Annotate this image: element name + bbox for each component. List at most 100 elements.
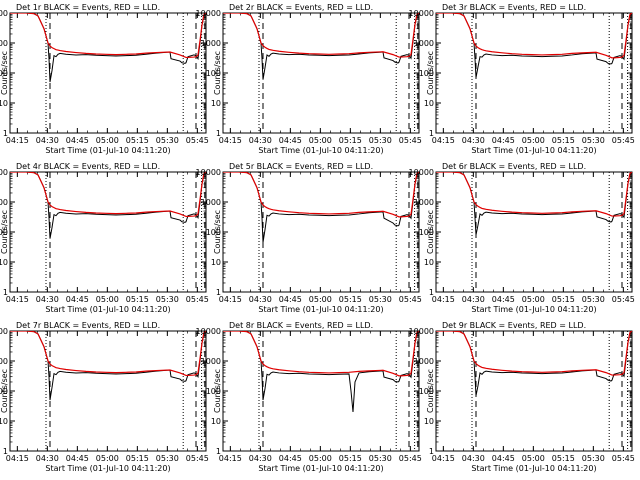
y-tick-label: 1000: [201, 357, 221, 366]
x-tick-label: 05:30: [369, 454, 392, 463]
x-tick-label: 04:30: [36, 454, 59, 463]
x-axis-label: Start Time (01-Jul-10 04:11:20): [258, 146, 383, 155]
x-tick-label: 04:45: [279, 136, 302, 145]
series-line-lld: [10, 13, 206, 59]
y-tick-label: 1: [429, 288, 434, 297]
x-tick-label: 05:15: [126, 295, 149, 304]
panel-title: Det 5r BLACK = Events, RED = LLD.: [229, 162, 373, 171]
series-line-events: [10, 13, 206, 83]
chart-panel-6: Det 6r BLACK = Events, RED = LLD. Counts/…: [409, 162, 635, 314]
x-tick-label: 04:15: [219, 136, 242, 145]
x-tick-label: 05:15: [339, 295, 362, 304]
x-axis-label: Start Time (01-Jul-10 04:11:20): [471, 146, 596, 155]
x-tick-label: 05:45: [399, 295, 422, 304]
y-tick-label: 10000: [409, 168, 434, 177]
plot-frame: [9, 12, 207, 134]
y-tick-label: 100: [419, 69, 434, 78]
x-tick-label: 04:15: [432, 136, 455, 145]
x-tick-label: 05:45: [612, 454, 635, 463]
y-axis-label: Counts/sec: [426, 369, 435, 413]
y-tick-label: 1000: [0, 39, 8, 48]
y-tick-label: 10: [424, 258, 434, 267]
x-tick-label: 04:45: [66, 295, 89, 304]
x-tick-label: 05:15: [552, 295, 575, 304]
y-tick-label: 10: [0, 258, 8, 267]
x-tick-label: 05:45: [399, 136, 422, 145]
panel-title: Det 7r BLACK = Events, RED = LLD.: [16, 321, 160, 330]
y-tick-label: 1: [3, 129, 8, 138]
y-axis-label: Counts/sec: [213, 51, 222, 95]
y-tick-label: 1: [3, 447, 8, 456]
x-tick-label: 04:45: [492, 454, 515, 463]
x-tick-label: 04:30: [462, 454, 485, 463]
y-tick-label: 100: [206, 228, 221, 237]
panel-title: Det 8r BLACK = Events, RED = LLD.: [229, 321, 373, 330]
x-tick-label: 04:15: [6, 454, 29, 463]
x-tick-label: 05:15: [339, 136, 362, 145]
x-tick-label: 04:15: [432, 454, 455, 463]
x-tick-label: 05:45: [612, 136, 635, 145]
x-tick-label: 04:15: [219, 295, 242, 304]
panel-title: Det 6r BLACK = Events, RED = LLD.: [442, 162, 586, 171]
y-tick-label: 10000: [196, 327, 221, 336]
x-tick-label: 05:15: [339, 454, 362, 463]
y-axis-label: Counts/sec: [426, 210, 435, 254]
x-tick-label: 05:30: [582, 454, 605, 463]
y-tick-label: 100: [0, 387, 8, 396]
x-tick-label: 05:45: [186, 136, 209, 145]
x-tick-label: 04:45: [492, 136, 515, 145]
x-tick-label: 05:45: [186, 454, 209, 463]
y-tick-label: 10000: [196, 168, 221, 177]
x-tick-label: 05:45: [186, 295, 209, 304]
plot-frame: [435, 12, 633, 134]
y-tick-label: 1000: [0, 357, 8, 366]
y-tick-label: 1: [429, 129, 434, 138]
y-tick-label: 1000: [414, 357, 434, 366]
x-tick-label: 04:15: [6, 295, 29, 304]
y-tick-label: 1: [429, 447, 434, 456]
x-tick-label: 05:00: [309, 295, 332, 304]
y-axis-label: Counts/sec: [213, 369, 222, 413]
x-tick-label: 04:15: [432, 295, 455, 304]
y-tick-label: 10: [211, 99, 221, 108]
y-tick-label: 100: [0, 69, 8, 78]
y-tick-label: 100: [206, 387, 221, 396]
series-line-events: [223, 172, 419, 243]
x-tick-label: 04:30: [249, 454, 272, 463]
x-tick-label: 05:15: [552, 454, 575, 463]
plot-frame: [9, 330, 207, 452]
x-tick-label: 05:15: [126, 136, 149, 145]
y-axis-label: Counts/sec: [0, 210, 9, 254]
series-line-events: [436, 172, 632, 236]
y-axis-label: Counts/sec: [426, 51, 435, 95]
y-tick-label: 1000: [0, 198, 8, 207]
panel-title: Det 9r BLACK = Events, RED = LLD.: [442, 321, 586, 330]
x-tick-label: 05:30: [156, 136, 179, 145]
y-tick-label: 10000: [0, 327, 8, 336]
y-axis-label: Counts/sec: [0, 51, 9, 95]
y-tick-label: 1: [216, 288, 221, 297]
series-line-events: [436, 13, 632, 78]
y-tick-label: 100: [206, 69, 221, 78]
x-tick-label: 04:45: [279, 454, 302, 463]
x-tick-label: 04:30: [36, 136, 59, 145]
x-axis-label: Start Time (01-Jul-10 04:11:20): [471, 464, 596, 473]
x-tick-label: 04:45: [279, 295, 302, 304]
y-tick-label: 10000: [409, 9, 434, 18]
y-tick-label: 10: [211, 417, 221, 426]
plot-frame: [222, 12, 420, 134]
series-line-events: [223, 331, 419, 413]
y-tick-label: 1000: [201, 39, 221, 48]
x-axis-label: Start Time (01-Jul-10 04:11:20): [45, 146, 170, 155]
series-line-lld: [436, 172, 632, 217]
y-axis-label: Counts/sec: [0, 369, 9, 413]
x-tick-label: 05:00: [96, 454, 119, 463]
x-tick-label: 04:45: [492, 295, 515, 304]
y-axis-label: Counts/sec: [213, 210, 222, 254]
y-tick-label: 10000: [0, 168, 8, 177]
x-tick-label: 05:00: [96, 295, 119, 304]
x-axis-label: Start Time (01-Jul-10 04:11:20): [258, 464, 383, 473]
x-tick-label: 05:45: [399, 454, 422, 463]
x-tick-label: 04:15: [6, 136, 29, 145]
